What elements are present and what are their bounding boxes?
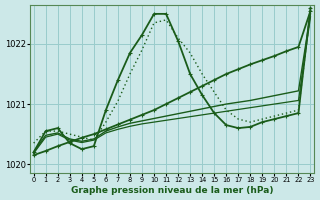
X-axis label: Graphe pression niveau de la mer (hPa): Graphe pression niveau de la mer (hPa) bbox=[71, 186, 273, 195]
